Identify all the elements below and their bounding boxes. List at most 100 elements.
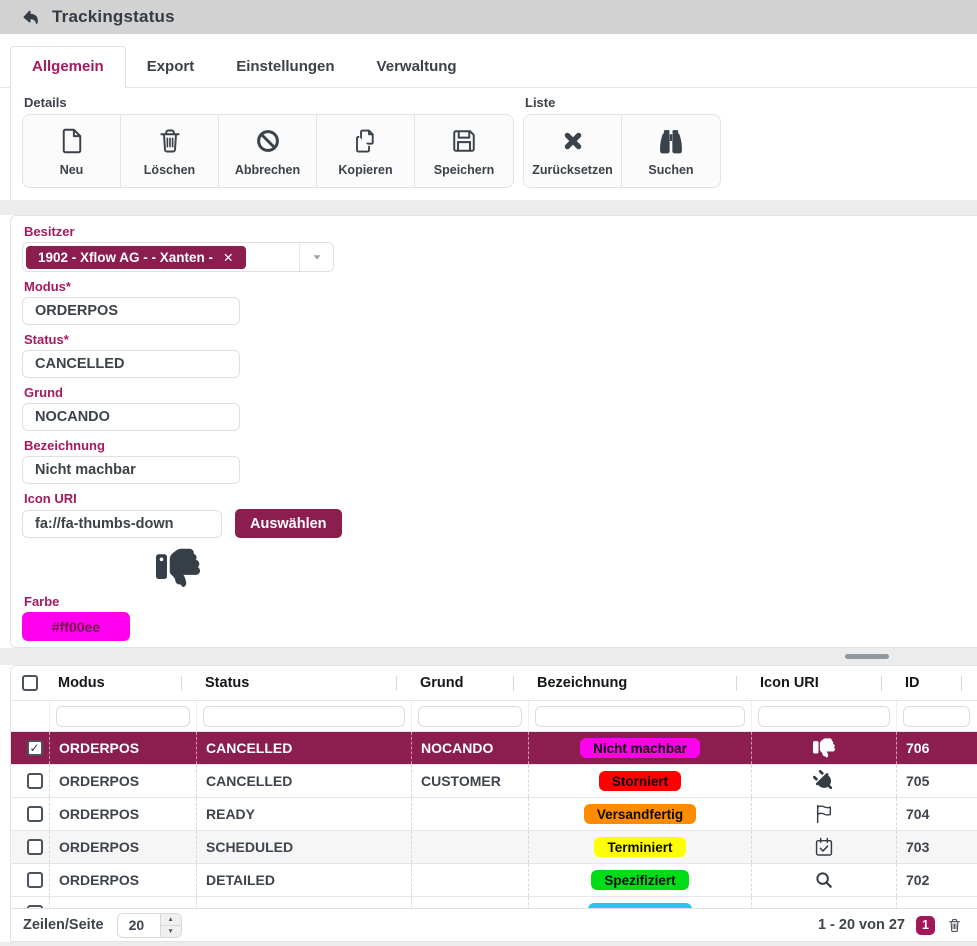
modus-input[interactable] — [22, 297, 240, 325]
field-icon-uri: Icon URI Auswählen — [22, 491, 977, 538]
icon-uri-label: Icon URI — [24, 491, 77, 506]
farbe-label: Farbe — [24, 594, 60, 609]
table-row[interactable]: ORDERPOS DETAILED Spezifiziert 702 — [11, 864, 977, 897]
besitzer-tag-text: 1902 - Xflow AG - - Xanten - — [38, 249, 214, 265]
page-title: Trackingstatus — [52, 7, 175, 26]
stepper-buttons: ▲ ▼ — [159, 913, 181, 937]
status-badge: Nicht machbar — [580, 738, 700, 758]
cell-bezeichnung: Spezifiziert — [528, 864, 751, 896]
row-checkbox[interactable]: ✓ — [26, 740, 43, 756]
cell-status — [196, 897, 411, 908]
table-filter-row — [11, 701, 977, 732]
color-swatch[interactable]: #ff00ee — [22, 612, 130, 641]
grund-input[interactable] — [22, 403, 240, 431]
tab-export[interactable]: Export — [146, 58, 195, 75]
zurücksetzen-button[interactable]: Zurücksetzen — [524, 115, 622, 187]
search-icon — [813, 869, 835, 891]
cell-modus: ORDERPOS — [49, 798, 196, 830]
row-checkbox[interactable] — [26, 872, 43, 888]
cell-modus: ORDERPOS — [49, 732, 196, 764]
column-header-modus[interactable]: Modus — [49, 666, 196, 700]
filter-input-grund[interactable] — [418, 705, 522, 727]
speichern-button[interactable]: Speichern — [415, 115, 513, 187]
row-checkbox[interactable] — [26, 905, 43, 908]
page-1-button[interactable]: 1 — [916, 915, 935, 935]
auswaehlen-button[interactable]: Auswählen — [235, 509, 342, 538]
cell-grund: NOCANDO — [411, 732, 528, 764]
table-row[interactable]: ✓ ORDERPOS CANCELLED NOCANDO Nicht machbar 70… — [11, 732, 977, 765]
filter-cell-status — [196, 701, 411, 731]
column-header-icon-uri[interactable]: Icon URI — [751, 666, 896, 700]
remove-tag-icon[interactable]: ✕ — [223, 250, 234, 265]
title-bar: Trackingstatus — [0, 0, 977, 34]
cell-grund — [411, 831, 528, 863]
column-header-grund[interactable]: Grund — [411, 666, 528, 700]
row-checkbox[interactable] — [26, 806, 43, 822]
table-body: ✓ ORDERPOS CANCELLED NOCANDO Nicht machbar 70… — [11, 732, 977, 908]
save-icon — [449, 126, 479, 156]
stepper-down-icon[interactable]: ▼ — [167, 927, 174, 935]
cell-status: CANCELLED — [196, 732, 411, 764]
table-header-row: Modus Status Grund Bezeichnung Icon URI ID — [11, 666, 977, 701]
table-row[interactable] — [11, 897, 977, 908]
column-header-id[interactable]: ID — [896, 666, 976, 700]
kopieren-button[interactable]: Kopieren — [317, 115, 415, 187]
scrollbar-handle[interactable] — [845, 654, 889, 659]
tab-verwaltung[interactable]: Verwaltung — [376, 58, 457, 75]
filter-input-icon-uri[interactable] — [758, 705, 890, 727]
status-badge: Spezifiziert — [591, 870, 689, 890]
rows-per-page-input[interactable] — [117, 913, 160, 937]
bezeichnung-input[interactable] — [22, 456, 240, 484]
abbrechen-button[interactable]: Abbrechen — [219, 115, 317, 187]
chevron-down-icon[interactable] — [299, 243, 333, 271]
button-label: Löschen — [143, 162, 196, 177]
neu-button[interactable]: Neu — [23, 115, 121, 187]
filter-input-bezeichnung[interactable] — [535, 705, 745, 727]
flag-icon — [813, 803, 835, 825]
details-group-label: Details — [24, 95, 67, 110]
cell-bezeichnung: Nicht machbar — [528, 732, 751, 764]
tab-allgemein[interactable]: Allgemein — [10, 46, 126, 88]
cell-status: READY — [196, 798, 411, 830]
l-schen-button[interactable]: Löschen — [121, 115, 219, 187]
status-input[interactable] — [22, 350, 240, 378]
table-row[interactable]: ORDERPOS SCHEDULED Terminiert 703 — [11, 831, 977, 864]
status-badge: Versandfertig — [583, 804, 697, 824]
select-all-checkbox[interactable] — [22, 675, 38, 691]
table-row[interactable]: ORDERPOS CANCELLED CUSTOMER Storniert 705 — [11, 765, 977, 798]
filter-input-id[interactable] — [903, 705, 970, 727]
cell-modus — [49, 897, 196, 908]
trash-icon[interactable] — [946, 917, 963, 934]
field-modus: Modus* — [22, 279, 977, 325]
cell-id — [896, 897, 976, 908]
cell-id: 704 — [896, 798, 976, 830]
column-header-status[interactable]: Status — [196, 666, 411, 700]
ellipsis-icon — [813, 902, 835, 908]
cell-id: 706 — [896, 732, 976, 764]
plug-icon — [808, 765, 839, 796]
filter-cell-id — [896, 701, 976, 731]
back-button[interactable] — [21, 7, 41, 27]
filter-cell-modus — [49, 701, 196, 731]
filter-input-status[interactable] — [203, 705, 405, 727]
row-checkbox-cell: ✓ — [11, 732, 49, 764]
suchen-button[interactable]: Suchen — [622, 115, 720, 187]
table-row[interactable]: ORDERPOS READY Versandfertig 704 — [11, 798, 977, 831]
stepper-up-icon[interactable]: ▲ — [160, 914, 181, 926]
filter-cell-bezeichnung — [528, 701, 751, 731]
cell-icon-uri — [751, 798, 896, 830]
besitzer-select[interactable]: 1902 - Xflow AG - - Xanten - ✕ — [22, 242, 334, 272]
cell-grund: CUSTOMER — [411, 765, 528, 797]
column-header-bezeichnung[interactable]: Bezeichnung — [528, 666, 751, 700]
row-checkbox[interactable] — [26, 839, 43, 855]
tab-einstellungen[interactable]: Einstellungen — [236, 58, 335, 75]
cell-icon-uri — [751, 864, 896, 896]
icon-uri-input[interactable] — [22, 509, 222, 538]
row-checkbox[interactable] — [26, 773, 43, 789]
toolbar-group-details: Details Neu Löschen Abbrechen Kopieren Speic… — [22, 95, 514, 200]
copy-icon — [351, 126, 381, 156]
trash-icon — [155, 126, 185, 156]
field-status: Status* — [22, 332, 977, 378]
status-badge: Storniert — [598, 771, 682, 791]
filter-input-modus[interactable] — [56, 705, 190, 727]
